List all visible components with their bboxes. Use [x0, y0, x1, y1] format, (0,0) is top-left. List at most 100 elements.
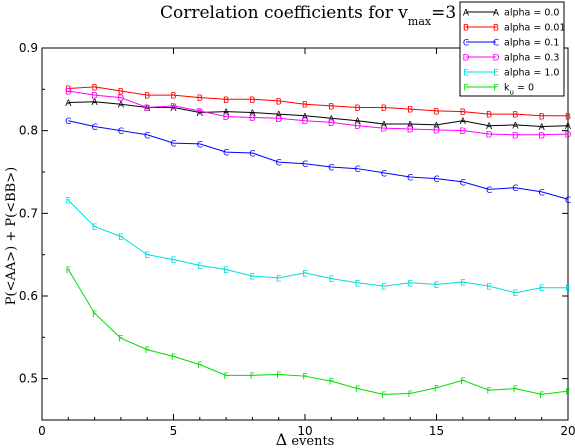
- data-point: C: [65, 117, 71, 127]
- data-point: D: [196, 107, 203, 117]
- data-point: C: [328, 164, 334, 174]
- data-point: A: [433, 121, 440, 131]
- data-point: B: [65, 85, 71, 95]
- data-point: A: [65, 99, 72, 109]
- legend-label: alpha = 1.0: [504, 68, 559, 79]
- data-point: B: [276, 97, 282, 107]
- data-point: F: [434, 384, 439, 394]
- data-point: B: [565, 112, 571, 122]
- data-point: E: [486, 283, 492, 293]
- data-point: E: [65, 197, 71, 207]
- data-point: D: [538, 131, 545, 141]
- legend-marker: B: [463, 24, 469, 34]
- data-point: F: [276, 371, 281, 381]
- data-point: E: [223, 266, 229, 276]
- data-point: A: [355, 117, 362, 127]
- data-point: E: [381, 283, 387, 293]
- data-point: D: [144, 104, 151, 114]
- data-point: C: [407, 173, 413, 183]
- legend-marker: C: [463, 39, 469, 49]
- data-point: A: [249, 109, 256, 119]
- data-point: B: [381, 104, 387, 114]
- data-point: A: [565, 122, 572, 132]
- data-point: A: [381, 121, 388, 131]
- data-point: B: [144, 92, 150, 102]
- y-tick-label: 0.5: [19, 372, 38, 386]
- y-tick-label: 0.7: [19, 206, 38, 220]
- data-point: F: [381, 391, 386, 401]
- data-point: C: [539, 188, 545, 198]
- data-point: E: [171, 256, 177, 266]
- series-line: [68, 86, 568, 117]
- data-point: C: [144, 131, 150, 141]
- data-point: C: [460, 178, 466, 188]
- chart-title-text: Correlation coefficients for vmax=3: [160, 3, 456, 28]
- data-point: E: [302, 269, 308, 279]
- data-point: D: [117, 94, 124, 104]
- data-point: E: [92, 223, 98, 233]
- data-point: F: [118, 335, 123, 345]
- series-E: E E E E E E E E E E E E E E E E E E E E: [65, 197, 571, 300]
- data-point: D: [407, 126, 414, 136]
- data-point: F: [171, 353, 176, 363]
- data-point: D: [275, 115, 282, 125]
- data-point: E: [144, 251, 150, 261]
- data-point: C: [249, 149, 255, 159]
- data-point: C: [223, 149, 229, 159]
- data-point: B: [249, 96, 255, 106]
- data-point: A: [539, 123, 546, 133]
- data-point: D: [91, 92, 98, 102]
- data-point: B: [302, 101, 308, 111]
- data-point: F: [355, 385, 360, 395]
- data-point: C: [381, 169, 387, 179]
- x-tick-label: 10: [297, 424, 312, 438]
- data-point: B: [197, 94, 203, 104]
- legend-marker: E: [463, 69, 469, 79]
- series-C: C C C C C C C C C C C C C C C C C C C C: [65, 117, 571, 206]
- data-point: B: [486, 111, 492, 121]
- data-point: B: [433, 107, 439, 117]
- series-line: [67, 199, 568, 294]
- data-point: F: [224, 372, 229, 382]
- series-B: B B B B B B B B B B B B B B B B B B B B: [65, 83, 571, 122]
- data-point: E: [328, 275, 334, 285]
- data-point: A: [486, 122, 493, 132]
- legend-label: ku = 0: [504, 83, 534, 97]
- data-point: F: [487, 387, 492, 397]
- data-point: D: [459, 127, 466, 137]
- data-point: D: [354, 122, 361, 132]
- x-tick-label: 15: [429, 424, 444, 438]
- data-point: F: [460, 377, 465, 387]
- data-point: F: [92, 310, 97, 320]
- data-point: B: [328, 102, 334, 112]
- series-D: D D D D D D D D D D D D D D D D D D D D: [65, 87, 572, 141]
- data-point: A: [92, 98, 99, 108]
- data-point: E: [355, 279, 361, 289]
- legend-label: alpha = 0.1: [504, 38, 559, 49]
- data-point: F: [197, 361, 202, 371]
- data-point: C: [118, 127, 124, 137]
- data-point: C: [433, 175, 439, 185]
- data-point: F: [565, 388, 570, 398]
- data-point: E: [407, 279, 413, 289]
- data-point: E: [197, 262, 203, 272]
- data-point: E: [565, 284, 571, 294]
- x-tick-label: 20: [560, 424, 575, 438]
- legend-marker: D: [493, 54, 500, 64]
- data-point: F: [539, 391, 544, 401]
- data-point: E: [118, 233, 124, 243]
- series-line: [68, 90, 569, 136]
- data-point: A: [276, 111, 283, 121]
- data-point: B: [512, 111, 518, 121]
- data-point: B: [170, 92, 176, 102]
- y-tick-label: 0.6: [19, 289, 38, 303]
- legend-box: [459, 1, 565, 97]
- data-point: C: [354, 165, 360, 175]
- legend-marker: B: [493, 24, 499, 34]
- data-point: B: [460, 108, 466, 118]
